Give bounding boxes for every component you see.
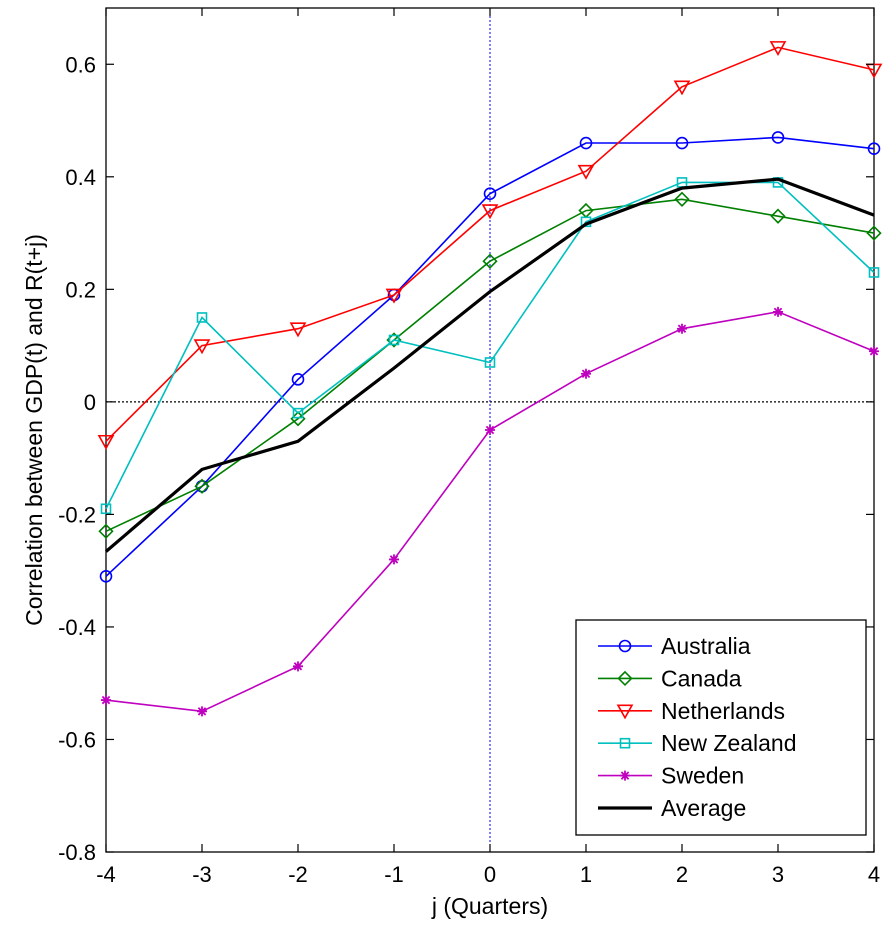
x-tick-label: -3 bbox=[192, 862, 212, 887]
data-point-canada bbox=[482, 253, 498, 269]
data-point-canada bbox=[866, 225, 882, 241]
data-point-new-zealand bbox=[100, 503, 112, 515]
y-tick-label: -0.2 bbox=[58, 502, 96, 527]
legend-item-netherlands: Netherlands bbox=[598, 698, 785, 724]
legend-marker-canada bbox=[617, 670, 633, 687]
data-point-netherlands bbox=[385, 288, 403, 304]
legend: Australia Canada Netherlands New Zealand Swe… bbox=[575, 619, 867, 836]
data-point-sweden bbox=[293, 661, 303, 672]
legend-label-sweden: Sweden bbox=[661, 763, 744, 789]
legend-item-new-zealand: New Zealand bbox=[598, 730, 797, 756]
series-australia bbox=[99, 131, 881, 583]
data-point-australia bbox=[675, 136, 689, 150]
data-point-new-zealand bbox=[484, 357, 496, 368]
legend-label-canada: Canada bbox=[661, 665, 742, 691]
x-tick-label: 1 bbox=[580, 862, 592, 887]
x-tick-label: -1 bbox=[384, 862, 404, 887]
data-point-netherlands bbox=[673, 80, 691, 96]
y-tick-label: -0.4 bbox=[58, 615, 96, 640]
data-point-new-zealand bbox=[388, 334, 400, 346]
legend-item-sweden: Sweden bbox=[598, 763, 744, 789]
data-point-sweden bbox=[485, 425, 495, 435]
data-point-netherlands bbox=[289, 322, 307, 338]
legend-label-australia: Australia bbox=[661, 633, 751, 659]
data-point-canada bbox=[674, 191, 690, 207]
series-sweden bbox=[101, 306, 879, 717]
legend-label-netherlands: Netherlands bbox=[661, 698, 785, 724]
series-netherlands bbox=[97, 41, 883, 450]
series-average bbox=[104, 177, 875, 553]
series-line-canada bbox=[105, 198, 875, 533]
y-tick-label: 0.4 bbox=[65, 165, 96, 190]
legend-marker-netherlands bbox=[616, 704, 634, 720]
data-point-new-zealand bbox=[292, 407, 304, 419]
legend-marker-australia bbox=[618, 639, 632, 653]
data-point-netherlands bbox=[97, 434, 115, 450]
x-tick-label: -2 bbox=[288, 862, 308, 887]
data-point-sweden bbox=[581, 368, 591, 379]
series-line-average bbox=[104, 177, 875, 553]
y-tick-label: -0.8 bbox=[58, 840, 96, 865]
x-tick-label: 3 bbox=[772, 862, 784, 887]
y-axis-title: Correlation between GDP(t) and R(t+j) bbox=[21, 234, 47, 626]
legend-item-average: Average bbox=[598, 795, 746, 821]
data-point-netherlands bbox=[769, 41, 787, 57]
data-point-sweden bbox=[677, 323, 687, 334]
data-point-netherlands bbox=[481, 204, 499, 220]
x-tick-label: 2 bbox=[676, 862, 688, 887]
data-point-sweden bbox=[869, 346, 879, 357]
x-tick-label: 4 bbox=[868, 862, 880, 887]
data-point-netherlands bbox=[577, 164, 595, 180]
data-point-australia bbox=[483, 187, 497, 200]
y-tick-label: 0 bbox=[84, 390, 96, 415]
legend-marker-sweden bbox=[620, 770, 630, 781]
data-point-new-zealand bbox=[196, 312, 208, 323]
y-tick-label: 0.6 bbox=[65, 52, 96, 77]
x-tick-label: 0 bbox=[484, 862, 496, 887]
data-point-australia bbox=[291, 373, 305, 386]
y-tick-label: -0.6 bbox=[58, 727, 96, 752]
data-point-new-zealand bbox=[868, 267, 880, 278]
data-point-sweden bbox=[773, 306, 783, 317]
data-point-australia bbox=[99, 569, 113, 583]
x-tick-label: -4 bbox=[96, 862, 116, 887]
data-point-australia bbox=[867, 142, 881, 155]
legend-item-australia: Australia bbox=[598, 633, 751, 659]
y-tick-label: 0.2 bbox=[65, 277, 96, 302]
legend-marker-new-zealand bbox=[619, 737, 631, 749]
series-line-australia bbox=[105, 136, 875, 577]
data-point-canada bbox=[770, 208, 786, 224]
series-line-netherlands bbox=[105, 46, 875, 442]
data-point-sweden bbox=[101, 695, 111, 706]
legend-item-canada: Canada bbox=[598, 665, 742, 691]
legend-box bbox=[575, 619, 867, 836]
legend-label-new-zealand: New Zealand bbox=[661, 730, 797, 756]
data-point-sweden bbox=[389, 554, 399, 565]
x-axis-title: j (Quarters) bbox=[431, 893, 548, 919]
data-point-netherlands bbox=[193, 339, 211, 355]
data-point-canada bbox=[98, 523, 114, 539]
data-point-canada bbox=[194, 478, 210, 494]
data-point-australia bbox=[771, 131, 785, 144]
data-point-sweden bbox=[197, 706, 207, 717]
legend-label-average: Average bbox=[661, 795, 746, 821]
data-point-australia bbox=[579, 136, 593, 150]
